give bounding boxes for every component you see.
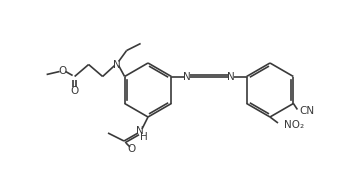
Text: O: O xyxy=(71,85,79,96)
Text: N: N xyxy=(113,60,120,70)
Text: N: N xyxy=(136,126,144,136)
Text: H: H xyxy=(140,132,148,142)
Text: NO₂: NO₂ xyxy=(284,120,304,130)
Text: N: N xyxy=(227,71,235,81)
Text: N: N xyxy=(183,71,191,81)
Text: CN: CN xyxy=(299,106,315,117)
Text: O: O xyxy=(128,144,136,154)
Text: O: O xyxy=(59,66,67,75)
